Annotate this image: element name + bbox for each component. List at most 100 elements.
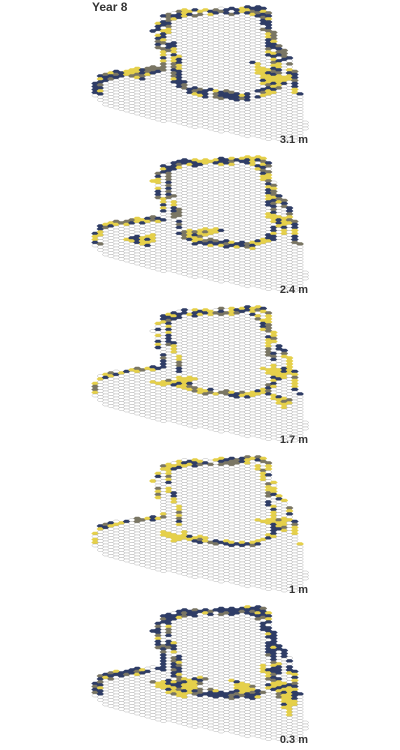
hex-cell — [301, 276, 310, 281]
hex-cell — [264, 161, 273, 165]
hex-cell — [290, 222, 299, 227]
hex-cell — [269, 336, 278, 341]
hex-cell — [296, 110, 304, 114]
hex-cell — [290, 528, 299, 533]
hex-cell — [296, 560, 304, 564]
hex-cell — [296, 254, 304, 258]
hex-cell — [296, 101, 304, 105]
hex-cell — [285, 506, 294, 510]
depth-label-3: 1.7 m — [279, 434, 308, 446]
hex-cell — [264, 170, 273, 174]
hex-cell — [269, 30, 278, 35]
hex-cell — [296, 401, 304, 405]
hex-cell — [290, 369, 299, 374]
hex-cell — [296, 398, 304, 402]
depth-label-2: 2.4 m — [279, 284, 308, 296]
hex-cell — [296, 242, 304, 246]
hex-cell — [285, 59, 294, 63]
hex-cell — [296, 98, 304, 102]
hex-cell — [285, 212, 294, 216]
hex-cell — [301, 576, 310, 581]
hex-cell — [269, 339, 278, 344]
hex-cell — [269, 483, 278, 488]
hex-cell — [296, 416, 304, 420]
hex-cell — [269, 489, 278, 494]
hex-cell — [264, 476, 273, 480]
hex-cell — [280, 351, 289, 356]
hex-cell — [269, 36, 278, 41]
hex-cell — [290, 534, 299, 539]
hex-cell — [290, 372, 299, 377]
hex-cell — [280, 198, 289, 203]
hex-cell — [296, 566, 304, 570]
hex-cell — [269, 486, 278, 491]
hex-cell — [296, 257, 304, 261]
hex-cell — [285, 62, 294, 66]
hex-cell — [264, 167, 273, 171]
hex-cell — [296, 116, 304, 120]
hex-cell — [301, 426, 310, 431]
hex-cell — [290, 234, 299, 239]
hex-cell — [296, 551, 304, 555]
hex-cell — [285, 359, 294, 363]
hex-cell — [285, 356, 294, 360]
hex-cell — [264, 26, 273, 30]
hex-cell — [259, 6, 268, 11]
hex-cell — [269, 333, 278, 338]
hex-cell — [296, 437, 304, 441]
hex-cell — [275, 44, 283, 48]
hex-map-2 — [91, 155, 310, 293]
hex-cell — [296, 404, 304, 408]
hex-cell — [285, 65, 294, 69]
hex-cell — [264, 164, 273, 168]
hex-cell — [264, 14, 273, 18]
hex-cell — [264, 23, 273, 27]
hex-cell — [290, 384, 299, 389]
hex-cell — [285, 509, 294, 513]
depth-panel-2: 2.4 m — [0, 150, 400, 300]
hex-cell — [296, 392, 304, 396]
hex-cell — [280, 201, 289, 206]
hex-map-4 — [91, 455, 310, 593]
hex-cell — [285, 362, 294, 366]
hex-cell — [264, 464, 273, 468]
hex-cell — [290, 531, 299, 536]
hex-cell — [296, 263, 304, 267]
hex-cell — [296, 95, 304, 99]
hex-cell — [264, 311, 273, 315]
hex-cell — [290, 72, 299, 77]
hex-cell — [296, 410, 304, 414]
hex-cell — [301, 123, 310, 128]
hex-cell — [301, 423, 310, 428]
hex-cell — [290, 375, 299, 380]
hex-cell — [285, 56, 294, 60]
hex-cell — [290, 81, 299, 86]
hex-map-3 — [91, 305, 310, 443]
depth-label-1: 3.1 m — [279, 134, 308, 146]
hex-cell — [269, 480, 278, 485]
depth-panel-3: 1.7 m — [0, 300, 400, 450]
hex-cell — [301, 573, 310, 578]
hex-cell — [296, 245, 304, 249]
hex-cell — [290, 519, 299, 524]
hex-cell — [290, 75, 299, 80]
hex-cell — [296, 407, 304, 411]
hex-cell — [290, 237, 299, 242]
hex-cell — [290, 78, 299, 83]
hex-cell — [290, 87, 299, 92]
hex-cell — [264, 173, 273, 177]
hex-cell — [259, 306, 268, 311]
hex-cell — [269, 33, 278, 38]
hex-cell — [290, 225, 299, 230]
hex-cell — [296, 287, 304, 291]
hex-cell — [259, 456, 268, 461]
hex-cell — [280, 48, 289, 53]
depth-panel-1: 3.1 m — [0, 0, 400, 150]
hex-cell — [296, 260, 304, 264]
hex-cell — [264, 467, 273, 471]
hex-cell — [275, 494, 283, 498]
hex-cell — [290, 69, 299, 74]
hex-cell — [280, 51, 289, 56]
hex-cell — [296, 113, 304, 117]
hex-cell — [264, 470, 273, 474]
